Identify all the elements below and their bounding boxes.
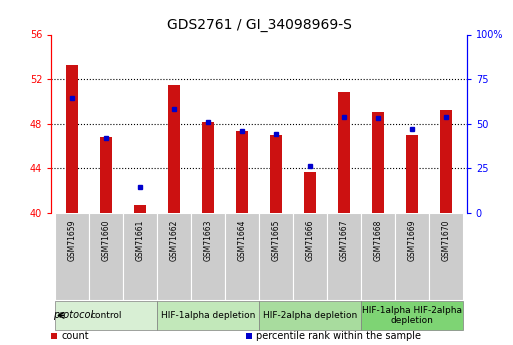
Bar (429, 213, 463, 299)
Text: GSM71667: GSM71667 (340, 219, 349, 261)
Text: HIF-1alpha depletion: HIF-1alpha depletion (161, 311, 255, 320)
Bar (55, 301, 157, 329)
Bar (89, 213, 123, 299)
Bar (372, 112, 384, 213)
Bar (441, 110, 452, 213)
Title: GDS2761 / GI_34098969-S: GDS2761 / GI_34098969-S (167, 18, 351, 32)
Bar (304, 172, 316, 213)
Bar (396, 213, 429, 299)
Bar (157, 301, 259, 329)
Bar (191, 213, 225, 299)
Text: GSM71669: GSM71669 (408, 219, 417, 261)
Text: GSM71661: GSM71661 (135, 219, 144, 261)
Bar (66, 65, 77, 213)
Bar (338, 92, 350, 213)
Bar (270, 135, 282, 213)
Bar (55, 213, 89, 299)
Text: count: count (62, 332, 89, 342)
Text: control: control (90, 311, 122, 320)
Text: GSM71663: GSM71663 (204, 219, 212, 261)
Text: GSM71659: GSM71659 (67, 219, 76, 261)
Bar (157, 213, 191, 299)
Text: GSM71664: GSM71664 (238, 219, 247, 261)
Text: GSM71660: GSM71660 (101, 219, 110, 261)
Bar (361, 301, 463, 329)
Bar (100, 137, 112, 213)
Bar (202, 122, 214, 213)
Text: percentile rank within the sample: percentile rank within the sample (256, 332, 422, 342)
Bar (259, 213, 293, 299)
Text: GSM71665: GSM71665 (271, 219, 281, 261)
Bar (293, 213, 327, 299)
Bar (225, 213, 259, 299)
Bar (236, 131, 248, 213)
Text: GSM71662: GSM71662 (169, 219, 179, 261)
Text: GSM71666: GSM71666 (306, 219, 314, 261)
Text: HIF-1alpha HIF-2alpha
depletion: HIF-1alpha HIF-2alpha depletion (362, 306, 462, 325)
Bar (168, 85, 180, 213)
Bar (134, 205, 146, 213)
Bar (259, 301, 361, 329)
Text: GSM71670: GSM71670 (442, 219, 451, 261)
Bar (123, 213, 157, 299)
Bar (406, 135, 418, 213)
Bar (361, 213, 396, 299)
Text: HIF-2alpha depletion: HIF-2alpha depletion (263, 311, 357, 320)
Bar (327, 213, 361, 299)
Text: GSM71668: GSM71668 (374, 219, 383, 261)
Text: protocol: protocol (53, 310, 93, 321)
